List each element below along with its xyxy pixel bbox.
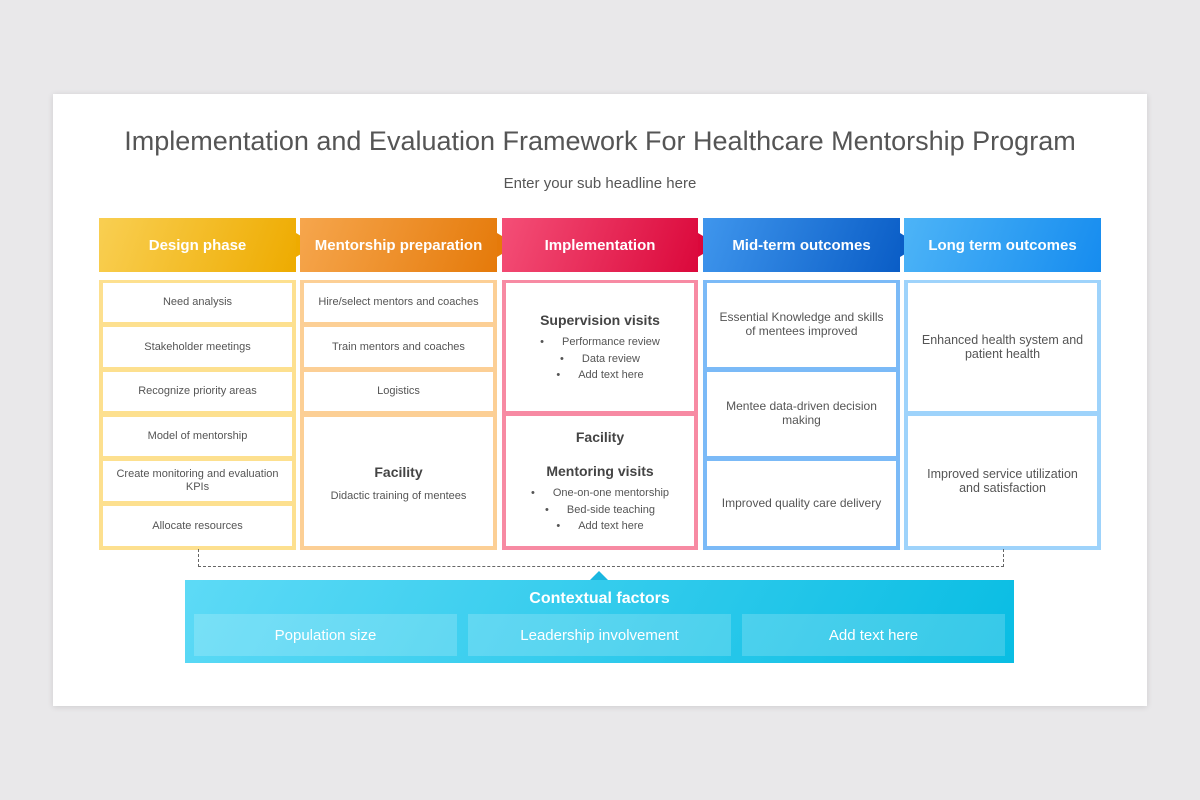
item-text: Improved service utilization and satisfa… [927, 466, 1078, 495]
phase-item: Logistics [304, 372, 493, 411]
phase-header-label: Mid-term outcomes [732, 236, 871, 254]
phase-item: Recognize priority areas [103, 372, 292, 411]
phase-item: Improved service utilization and satisfa… [908, 416, 1097, 546]
phase-item: Facility Didactic training of mentees [304, 417, 493, 546]
up-arrow-icon [590, 571, 608, 580]
phase-item: Allocate resources [103, 506, 292, 546]
item-text: Model of mentorship [147, 430, 248, 443]
phase-item: Supervision visits Performance review Data… [506, 283, 694, 411]
phase-header: Long term outcomes [904, 218, 1101, 272]
item-text: Logistics [377, 385, 420, 398]
item-text: Need analysis [162, 296, 233, 309]
phase-item: Create monitoring and evaluation KPIs [103, 461, 292, 501]
phase-item: Model of mentorship [103, 417, 292, 456]
bullet-list: One-on-one mentorship Bed-side teaching Ad… [531, 483, 669, 537]
contextual-factors-title: Contextual factors [529, 590, 670, 607]
item-heading: Supervision visits [540, 311, 660, 328]
item-heading: Facility [575, 428, 625, 445]
bullet-item: One-on-one mentorship [531, 487, 669, 500]
phase-item: Essential Knowledge and skills of mentee… [707, 283, 896, 367]
phase-header-label: Implementation [544, 236, 656, 254]
item-text: Hire/select mentors and coaches [318, 296, 479, 309]
phase-column: Hire/select mentors and coaches Train men… [300, 280, 497, 550]
contextual-factors-panel: Contextual factors Population size Leade… [185, 571, 1014, 663]
phase-column: Supervision visits Performance review Data… [502, 280, 698, 550]
phase-item: Hire/select mentors and coaches [304, 283, 493, 322]
phase-item: Mentee data-driven decision making [707, 372, 896, 456]
phase-item: Improved quality care delivery [707, 461, 896, 546]
phase-column: Need analysis Stakeholder meetings Recogni… [99, 280, 296, 550]
phase-header: Mid-term outcomes [703, 218, 920, 272]
item-text: Train mentors and coaches [332, 340, 465, 353]
bullet-item: Performance review [540, 336, 660, 349]
phase-item: Train mentors and coaches [304, 327, 493, 367]
phase-item: Need analysis [103, 283, 292, 322]
dashed-connector [198, 549, 1004, 567]
bullet-item: Add text here [531, 520, 669, 533]
item-text: Essential Knowledge and skills of mentee… [719, 310, 884, 338]
phase-header-label: Mentorship preparation [314, 236, 483, 254]
item-text: Recognize priority areas [138, 385, 257, 398]
item-text: Mentee data-driven decision making [726, 399, 877, 427]
context-item: Population size [194, 614, 457, 656]
item-text: Didactic training of mentees [330, 490, 467, 503]
context-item: Leadership involvement [468, 614, 731, 656]
item-text: Stakeholder meetings [144, 340, 251, 353]
phase-item: Enhanced health system and patient healt… [908, 283, 1097, 411]
item-text: Allocate resources [152, 519, 243, 532]
phase-column: Enhanced health system and patient healt… [904, 280, 1101, 550]
bullet-item: Bed-side teaching [531, 504, 669, 517]
phase-header: Design phase [99, 218, 316, 272]
phase-item: Facility Mentoring visits One-on-one mento… [506, 416, 694, 546]
phase-header-label: Long term outcomes [928, 236, 1077, 254]
context-item: Add text here [742, 614, 1005, 656]
page-title: Implementation and Evaluation Framework … [124, 126, 1076, 156]
phase-header: Mentorship preparation [300, 218, 517, 272]
bullet-list: Performance review Data review Add text he… [540, 332, 660, 386]
item-text: Create monitoring and evaluation KPIs [116, 468, 279, 493]
item-text: Improved quality care delivery [721, 495, 882, 510]
phase-header-label: Design phase [148, 236, 247, 254]
item-heading: Mentoring visits [546, 463, 654, 480]
item-heading: Facility [374, 464, 423, 481]
page-subtitle: Enter your sub headline here [503, 175, 697, 192]
phase-header: Implementation [502, 218, 718, 272]
bullet-item: Data review [540, 353, 660, 366]
phase-column: Essential Knowledge and skills of mentee… [703, 280, 900, 550]
bullet-item: Add text here [540, 369, 660, 382]
item-text: Enhanced health system and patient healt… [921, 332, 1084, 361]
phase-item: Stakeholder meetings [103, 327, 292, 367]
